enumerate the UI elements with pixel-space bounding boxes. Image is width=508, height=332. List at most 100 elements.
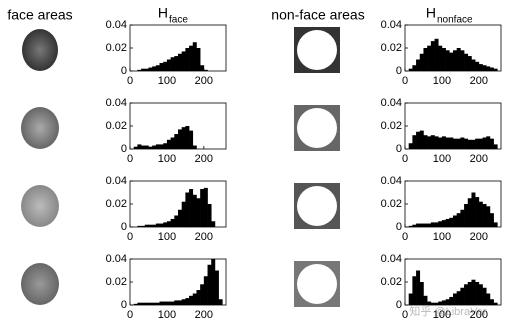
bar bbox=[445, 50, 450, 71]
bar bbox=[438, 45, 443, 71]
bar bbox=[441, 300, 446, 305]
bar bbox=[141, 145, 146, 149]
bar bbox=[144, 68, 149, 71]
bar bbox=[137, 225, 142, 227]
y-tick-label: 0.02 bbox=[106, 42, 127, 54]
y-tick-label: 0 bbox=[396, 299, 402, 311]
bar bbox=[482, 65, 487, 71]
bar bbox=[189, 189, 194, 227]
y-tick-label: 0.02 bbox=[106, 120, 127, 132]
y-tick-label: 0.02 bbox=[381, 42, 402, 54]
bar bbox=[200, 189, 205, 227]
column-header: H bbox=[158, 5, 168, 21]
bar bbox=[181, 51, 186, 71]
x-tick-label: 100 bbox=[158, 75, 176, 87]
x-tick-label: 0 bbox=[402, 153, 408, 165]
bar bbox=[137, 144, 142, 149]
x-tick-label: 100 bbox=[158, 309, 176, 321]
bar bbox=[412, 224, 417, 227]
nonface-mask bbox=[297, 30, 337, 70]
bar bbox=[467, 56, 472, 71]
bar bbox=[178, 300, 182, 305]
bar bbox=[133, 303, 138, 305]
bar bbox=[423, 48, 428, 71]
y-tick-label: 0 bbox=[121, 299, 127, 311]
bar bbox=[181, 201, 186, 227]
bar bbox=[155, 302, 160, 305]
x-tick-label: 0 bbox=[127, 75, 133, 87]
bar bbox=[163, 222, 168, 227]
y-tick-label: 0.02 bbox=[381, 120, 402, 132]
bar bbox=[449, 137, 454, 149]
bar bbox=[408, 225, 413, 227]
bar bbox=[155, 144, 160, 149]
x-tick-label: 0 bbox=[127, 309, 133, 321]
watermark: 知乎 @LibraVer bbox=[409, 304, 487, 318]
bar bbox=[438, 137, 443, 149]
bar bbox=[159, 301, 164, 305]
bar bbox=[434, 222, 439, 227]
bar bbox=[423, 295, 428, 305]
bar bbox=[441, 136, 446, 149]
bar bbox=[181, 127, 186, 149]
bar bbox=[192, 293, 197, 305]
bar bbox=[412, 276, 417, 305]
bar bbox=[185, 298, 190, 305]
bar bbox=[200, 284, 205, 305]
bar bbox=[449, 52, 454, 71]
y-tick-label: 0.04 bbox=[106, 175, 127, 187]
bar bbox=[174, 300, 179, 305]
bar bbox=[408, 143, 413, 149]
x-tick-label: 200 bbox=[195, 309, 213, 321]
bar bbox=[471, 279, 476, 305]
bar bbox=[489, 138, 494, 149]
bar bbox=[445, 137, 450, 149]
bar bbox=[166, 139, 171, 149]
bar bbox=[170, 218, 175, 227]
bar bbox=[174, 134, 179, 149]
bar bbox=[211, 221, 216, 227]
bar bbox=[478, 284, 483, 305]
bar bbox=[453, 138, 457, 149]
bar bbox=[152, 224, 157, 227]
bar bbox=[453, 215, 457, 227]
column-header: face areas bbox=[7, 7, 72, 23]
y-tick-label: 0 bbox=[121, 143, 127, 155]
bar bbox=[427, 45, 432, 71]
bar bbox=[152, 302, 157, 305]
bar bbox=[170, 301, 175, 305]
bar bbox=[166, 59, 171, 71]
bar bbox=[460, 287, 465, 305]
bar bbox=[434, 38, 439, 71]
bar bbox=[207, 264, 212, 305]
bar bbox=[460, 137, 465, 149]
bar bbox=[493, 144, 498, 149]
x-tick-label: 200 bbox=[195, 231, 213, 243]
bar bbox=[170, 57, 175, 71]
x-tick-label: 200 bbox=[195, 153, 213, 165]
bar bbox=[430, 302, 435, 305]
x-tick-label: 0 bbox=[402, 231, 408, 243]
bar bbox=[419, 223, 424, 227]
bar bbox=[174, 56, 179, 71]
bar bbox=[482, 287, 487, 305]
bar bbox=[144, 224, 149, 227]
bar bbox=[166, 301, 171, 305]
bar bbox=[163, 301, 168, 305]
bar bbox=[141, 68, 146, 71]
bar bbox=[449, 296, 454, 305]
bar bbox=[471, 59, 476, 71]
face-image bbox=[21, 263, 59, 305]
bar bbox=[203, 187, 208, 227]
bar bbox=[460, 209, 465, 227]
bar bbox=[137, 69, 142, 71]
bar bbox=[482, 137, 487, 149]
bar bbox=[438, 221, 443, 227]
bar bbox=[211, 259, 216, 305]
y-tick-label: 0.04 bbox=[381, 97, 402, 109]
bar bbox=[159, 144, 164, 149]
x-tick-label: 100 bbox=[433, 231, 451, 243]
bar bbox=[434, 136, 439, 149]
bar bbox=[218, 299, 223, 305]
